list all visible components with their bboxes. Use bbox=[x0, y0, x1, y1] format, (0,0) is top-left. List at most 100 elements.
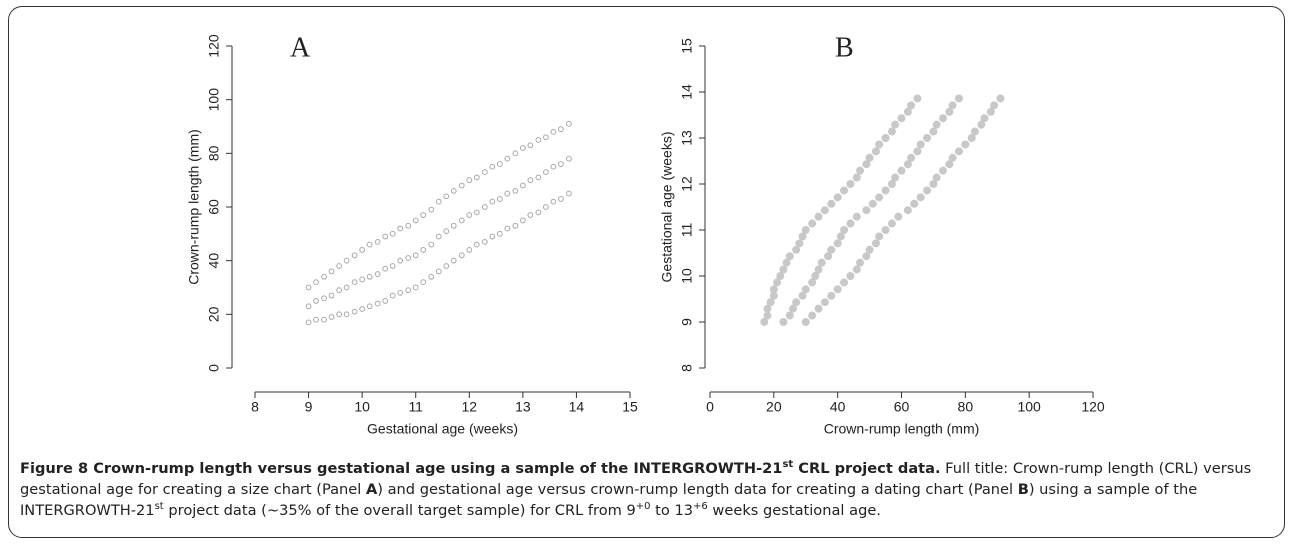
point bbox=[990, 101, 999, 110]
point bbox=[760, 318, 769, 326]
point bbox=[881, 226, 890, 234]
point bbox=[336, 287, 343, 294]
point bbox=[405, 255, 412, 261]
y-tick-label: 13 bbox=[679, 130, 695, 146]
x-tick-label: 80 bbox=[958, 399, 974, 415]
point bbox=[328, 292, 335, 299]
y-axis-title: Crown-rump length (mm) bbox=[186, 129, 202, 285]
caption: Figure 8 Crown-rump length versus gestat… bbox=[20, 458, 1275, 521]
point bbox=[769, 285, 778, 294]
point bbox=[907, 101, 916, 110]
point bbox=[769, 291, 778, 300]
point bbox=[881, 134, 890, 142]
point bbox=[814, 212, 823, 221]
point bbox=[948, 101, 957, 110]
point bbox=[871, 147, 880, 156]
point bbox=[977, 120, 986, 129]
point bbox=[782, 258, 791, 267]
point bbox=[519, 217, 526, 224]
y-tick-label: 14 bbox=[679, 84, 695, 100]
point bbox=[871, 239, 880, 248]
x-tick-label: 100 bbox=[1017, 399, 1041, 415]
point bbox=[766, 298, 775, 307]
point bbox=[891, 173, 900, 182]
point bbox=[894, 212, 903, 221]
y-tick-label: 60 bbox=[206, 199, 222, 215]
point bbox=[389, 263, 396, 269]
point bbox=[405, 287, 412, 294]
point bbox=[875, 232, 884, 241]
point bbox=[887, 180, 896, 188]
x-tick-label: 13 bbox=[515, 399, 531, 415]
point bbox=[852, 265, 861, 274]
point bbox=[811, 272, 820, 280]
point bbox=[929, 180, 938, 188]
panel-label: B bbox=[835, 32, 854, 63]
caption-text: weeks gestational age. bbox=[707, 502, 881, 519]
point bbox=[792, 245, 801, 254]
x-tick-label: 120 bbox=[1081, 399, 1105, 415]
point bbox=[420, 212, 427, 218]
point bbox=[359, 247, 366, 253]
point bbox=[932, 173, 941, 182]
y-tick-label: 40 bbox=[206, 253, 222, 269]
point bbox=[366, 273, 373, 280]
point bbox=[450, 188, 457, 194]
point bbox=[321, 273, 328, 280]
point bbox=[916, 193, 925, 202]
caption-text: ) and gestational age versus crown-rump … bbox=[377, 481, 1018, 498]
point bbox=[887, 219, 896, 228]
point bbox=[473, 241, 480, 248]
y-tick-label: 12 bbox=[679, 176, 695, 192]
point bbox=[527, 212, 534, 218]
point bbox=[321, 295, 328, 302]
point bbox=[785, 311, 794, 320]
point bbox=[862, 206, 871, 215]
point bbox=[458, 217, 465, 224]
point bbox=[351, 279, 358, 286]
point bbox=[875, 140, 884, 149]
point bbox=[856, 258, 865, 267]
y-tick-label: 8 bbox=[679, 364, 695, 372]
point bbox=[450, 257, 457, 264]
superscript: +0 bbox=[635, 501, 651, 513]
x-axis-title: Crown-rump length (mm) bbox=[824, 421, 980, 437]
y-tick-label: 20 bbox=[206, 306, 222, 322]
point bbox=[557, 196, 564, 202]
point bbox=[428, 273, 435, 280]
point bbox=[903, 107, 912, 116]
point bbox=[566, 120, 572, 127]
point bbox=[833, 193, 842, 202]
point bbox=[389, 292, 396, 299]
point bbox=[489, 233, 496, 240]
point bbox=[897, 114, 906, 123]
point bbox=[846, 180, 855, 188]
point bbox=[566, 155, 572, 162]
point bbox=[466, 177, 473, 184]
point bbox=[512, 150, 519, 157]
point bbox=[808, 278, 817, 287]
point bbox=[938, 114, 947, 123]
point bbox=[923, 134, 932, 142]
point bbox=[466, 247, 473, 253]
point bbox=[420, 279, 427, 286]
point bbox=[336, 263, 343, 269]
point bbox=[527, 142, 534, 149]
point bbox=[557, 161, 564, 167]
point bbox=[435, 268, 442, 275]
point bbox=[481, 169, 488, 176]
x-axis-title: Gestational age (weeks) bbox=[367, 421, 518, 437]
y-tick-label: 15 bbox=[679, 38, 695, 54]
point bbox=[535, 174, 542, 181]
point bbox=[827, 245, 836, 254]
point bbox=[397, 225, 404, 232]
point bbox=[887, 127, 896, 136]
point bbox=[412, 284, 419, 291]
point bbox=[443, 263, 450, 269]
point bbox=[328, 314, 335, 320]
point bbox=[435, 198, 442, 205]
point bbox=[343, 311, 350, 318]
point bbox=[961, 140, 970, 149]
y-tick-label: 100 bbox=[206, 88, 222, 112]
